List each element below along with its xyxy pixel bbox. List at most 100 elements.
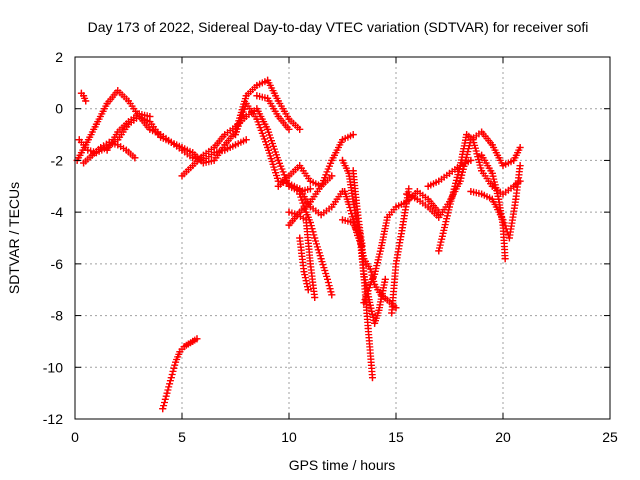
data-point xyxy=(232,131,239,139)
data-point xyxy=(221,141,229,149)
data-point xyxy=(304,286,312,294)
data-point xyxy=(349,216,357,224)
data-point xyxy=(435,247,443,255)
data-point xyxy=(339,156,346,164)
data-point xyxy=(339,136,346,144)
series-arc-r xyxy=(360,187,443,307)
chart-title: Day 173 of 2022, Sidereal Day-to-day VTE… xyxy=(88,19,589,35)
series-arc-t xyxy=(403,128,524,221)
data-point xyxy=(435,213,443,221)
plot-frame xyxy=(74,56,611,420)
series-arc-k xyxy=(296,190,336,299)
data-point xyxy=(383,213,391,221)
data-point xyxy=(302,208,310,216)
data-point xyxy=(210,144,218,151)
data-point xyxy=(392,260,400,268)
data-point xyxy=(478,167,486,175)
series-arc-d xyxy=(77,89,90,105)
data-point xyxy=(163,389,171,397)
data-point xyxy=(375,306,383,314)
data-point xyxy=(413,187,421,195)
data-point xyxy=(167,374,175,382)
data-point xyxy=(306,185,314,193)
data-point xyxy=(159,405,167,413)
data-point xyxy=(306,177,314,185)
data-point xyxy=(353,208,361,216)
data-point xyxy=(131,154,139,162)
data-point xyxy=(285,221,293,229)
data-point xyxy=(510,182,518,190)
data-point xyxy=(381,275,389,283)
data-point xyxy=(446,203,453,211)
data-point xyxy=(296,162,304,170)
data-point xyxy=(328,291,336,299)
data-point xyxy=(189,149,197,157)
x-tick-label: 5 xyxy=(178,429,186,445)
y-tick-label: -8 xyxy=(51,308,64,324)
data-point xyxy=(516,144,524,151)
data-point xyxy=(478,128,486,136)
y-tick-label: -2 xyxy=(51,152,64,168)
x-axis-label: GPS time / hours xyxy=(289,457,396,473)
data-point xyxy=(424,203,432,211)
data-point xyxy=(232,141,239,149)
data-point xyxy=(488,169,496,177)
data-point xyxy=(353,231,361,239)
data-point xyxy=(512,195,520,203)
data-point xyxy=(253,81,261,89)
data-point xyxy=(345,200,353,208)
series-arc-x xyxy=(478,151,509,263)
data-point xyxy=(366,281,374,289)
data-point xyxy=(296,234,304,242)
data-point xyxy=(285,115,293,123)
x-tick-label: 25 xyxy=(602,429,618,445)
data-point xyxy=(435,177,443,185)
data-point xyxy=(328,203,336,211)
data-point xyxy=(189,162,197,170)
series-arc-m xyxy=(296,234,312,294)
data-point xyxy=(456,162,464,170)
x-tick-label: 15 xyxy=(388,429,404,445)
data-point xyxy=(180,343,188,351)
data-point xyxy=(199,159,207,167)
data-point xyxy=(366,301,374,309)
series-arc-e xyxy=(103,110,154,154)
data-point xyxy=(178,144,186,151)
data-point xyxy=(495,195,503,203)
data-point xyxy=(499,162,507,170)
data-point xyxy=(88,151,96,159)
data-point xyxy=(172,358,180,366)
x-tick-label: 20 xyxy=(495,429,511,445)
data-point xyxy=(199,151,207,159)
data-point xyxy=(371,270,379,278)
data-point xyxy=(341,187,349,195)
data-point xyxy=(446,169,453,177)
data-point xyxy=(317,255,325,263)
data-point xyxy=(413,195,421,203)
data-point xyxy=(242,100,250,108)
data-point xyxy=(392,203,400,211)
series-arc-s xyxy=(388,185,413,317)
data-point xyxy=(146,112,154,120)
y-axis-label: SDTVAR / TECUs xyxy=(6,182,22,294)
data-point xyxy=(311,234,319,242)
data-point xyxy=(388,309,396,317)
data-point xyxy=(510,156,518,164)
data-point xyxy=(296,190,304,198)
data-point xyxy=(274,156,282,164)
data-point xyxy=(125,118,132,126)
data-point xyxy=(360,299,368,307)
data-point xyxy=(300,268,308,276)
data-point xyxy=(184,340,192,348)
data-point xyxy=(501,255,509,263)
data-point xyxy=(339,216,346,224)
data-point xyxy=(242,92,250,100)
series-arc-l xyxy=(285,208,319,301)
data-point xyxy=(274,182,282,190)
data-point xyxy=(456,177,464,185)
x-tick-label: 0 xyxy=(71,429,79,445)
data-point xyxy=(114,128,122,136)
data-point xyxy=(306,260,314,268)
y-tick-label: 0 xyxy=(55,101,63,117)
